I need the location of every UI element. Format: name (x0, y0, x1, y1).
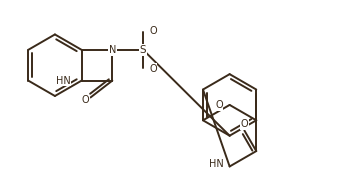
Text: S: S (140, 45, 147, 55)
Text: O: O (240, 119, 248, 129)
Text: HN: HN (56, 76, 71, 86)
Text: O: O (149, 64, 157, 74)
Text: O: O (215, 100, 223, 110)
Text: O: O (149, 26, 157, 36)
Text: N: N (109, 45, 116, 55)
Text: O: O (82, 95, 89, 105)
Text: HN: HN (209, 160, 224, 170)
